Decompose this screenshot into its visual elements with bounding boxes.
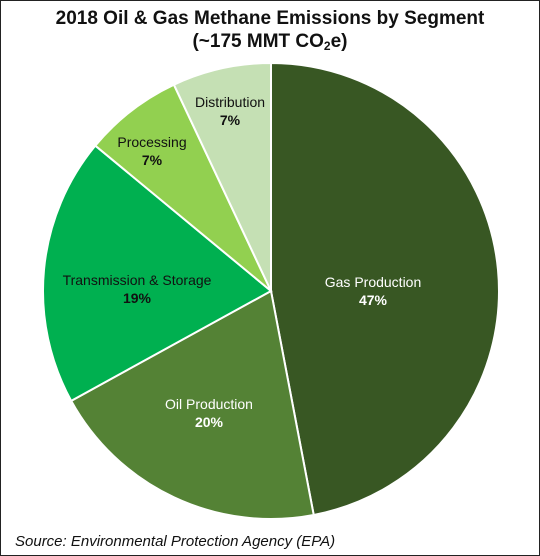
slice-value-transmission-storage: 19% [123, 290, 152, 306]
slice-label-gas-production: Gas Production [325, 274, 422, 290]
slice-value-oil-production: 20% [195, 414, 224, 430]
slice-value-processing: 7% [142, 152, 163, 168]
subtitle-suffix: e) [330, 31, 348, 52]
source-note: Source: Environmental Protection Agency … [15, 533, 336, 550]
slice-value-distribution: 7% [220, 112, 241, 128]
subtitle-prefix: (~175 MMT CO [192, 31, 324, 52]
pie-labels: Gas Production 47% Oil Production 20% Transm… [63, 94, 422, 430]
pie-slices [42, 61, 500, 520]
chart-title: 2018 Oil & Gas Methane Emissions by Segm… [55, 8, 485, 29]
pie-slice-gas-production [270, 61, 500, 517]
subtitle-subscript: 2 [323, 39, 331, 53]
pie-slice-distribution [172, 61, 272, 292]
pie-slice-transmission-storage [42, 144, 273, 403]
chart-title-block: 2018 Oil & Gas Methane Emissions by Segm… [1, 7, 539, 53]
slice-value-gas-production: 47% [359, 292, 388, 308]
slice-label-processing: Processing [117, 134, 186, 150]
chart-subtitle: (~175 MMT CO2e) [1, 30, 539, 53]
pie-slice-oil-production [69, 289, 315, 520]
slice-label-oil-production: Oil Production [165, 396, 253, 412]
slice-label-distribution: Distribution [195, 94, 265, 110]
slice-label-transmission-storage: Transmission & Storage [63, 272, 212, 288]
